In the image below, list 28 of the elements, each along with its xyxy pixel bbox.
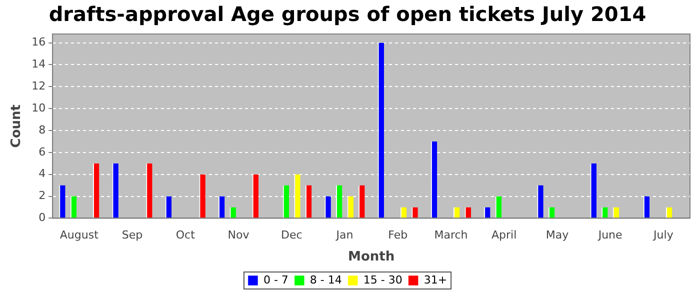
y-tick-label: 2 (38, 189, 46, 202)
legend-label: 0 - 7 (263, 273, 288, 286)
x-tick-label: April (492, 228, 517, 242)
x-tick-label: March (434, 228, 468, 242)
y-tick-label: 0 (38, 211, 46, 224)
x-tick-label: Jan (335, 228, 354, 242)
y-axis-title: Count (9, 104, 24, 148)
y-tick-label: 8 (38, 123, 46, 136)
y-tick-label: 16 (32, 36, 46, 49)
y-tick-label: 4 (38, 167, 46, 180)
legend-label: 8 - 14 (310, 273, 342, 286)
y-tick-label: 14 (32, 58, 46, 71)
y-tick-label: 10 (32, 101, 46, 114)
chart-title: drafts-approval Age groups of open tickets July 2014 (48, 2, 646, 26)
legend-label: 31+ (424, 273, 448, 286)
x-tick-label: Nov (228, 228, 250, 242)
x-tick-label: Dec (280, 228, 302, 242)
x-tick-label: July (652, 228, 674, 242)
x-axis-title: Month (348, 250, 395, 265)
x-tick-label: Sep (122, 228, 143, 242)
y-tick-label: 6 (38, 145, 46, 158)
x-tick-label: August (60, 228, 100, 242)
legend-label: 15 - 30 (363, 273, 402, 286)
x-tick-label: Feb (388, 228, 408, 242)
x-tick-label: Oct (176, 228, 196, 242)
x-tick-label: June (597, 228, 623, 242)
x-tick-label: May (546, 228, 570, 242)
y-tick-label: 12 (32, 79, 46, 92)
